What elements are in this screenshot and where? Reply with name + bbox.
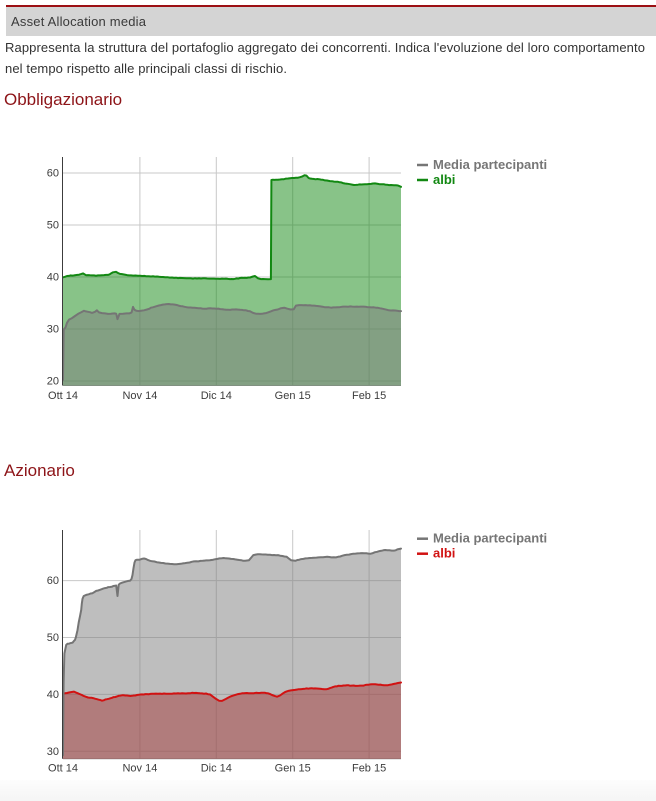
svg-text:20: 20 bbox=[47, 376, 59, 388]
svg-text:40: 40 bbox=[47, 689, 59, 701]
svg-text:Ott 14: Ott 14 bbox=[48, 763, 78, 775]
svg-text:albi: albi bbox=[433, 546, 455, 561]
svg-text:Ott 14: Ott 14 bbox=[48, 390, 78, 402]
svg-text:Nov 14: Nov 14 bbox=[122, 763, 157, 775]
svg-text:40: 40 bbox=[47, 272, 59, 284]
svg-text:50: 50 bbox=[47, 220, 59, 232]
svg-text:Gen 15: Gen 15 bbox=[275, 390, 311, 402]
svg-text:Dic 14: Dic 14 bbox=[201, 763, 232, 775]
svg-text:30: 30 bbox=[47, 324, 59, 336]
svg-text:60: 60 bbox=[47, 168, 59, 180]
svg-text:60: 60 bbox=[47, 575, 59, 587]
svg-text:albi: albi bbox=[433, 172, 455, 187]
svg-text:Feb 15: Feb 15 bbox=[352, 763, 386, 775]
svg-text:Gen 15: Gen 15 bbox=[275, 763, 311, 775]
svg-text:Media partecipanti: Media partecipanti bbox=[433, 157, 547, 172]
svg-text:Dic 14: Dic 14 bbox=[201, 390, 232, 402]
svg-text:50: 50 bbox=[47, 632, 59, 644]
svg-text:Nov 14: Nov 14 bbox=[122, 390, 157, 402]
svg-text:Feb 15: Feb 15 bbox=[352, 390, 386, 402]
svg-text:Media partecipanti: Media partecipanti bbox=[433, 531, 547, 546]
svg-text:30: 30 bbox=[47, 746, 59, 758]
